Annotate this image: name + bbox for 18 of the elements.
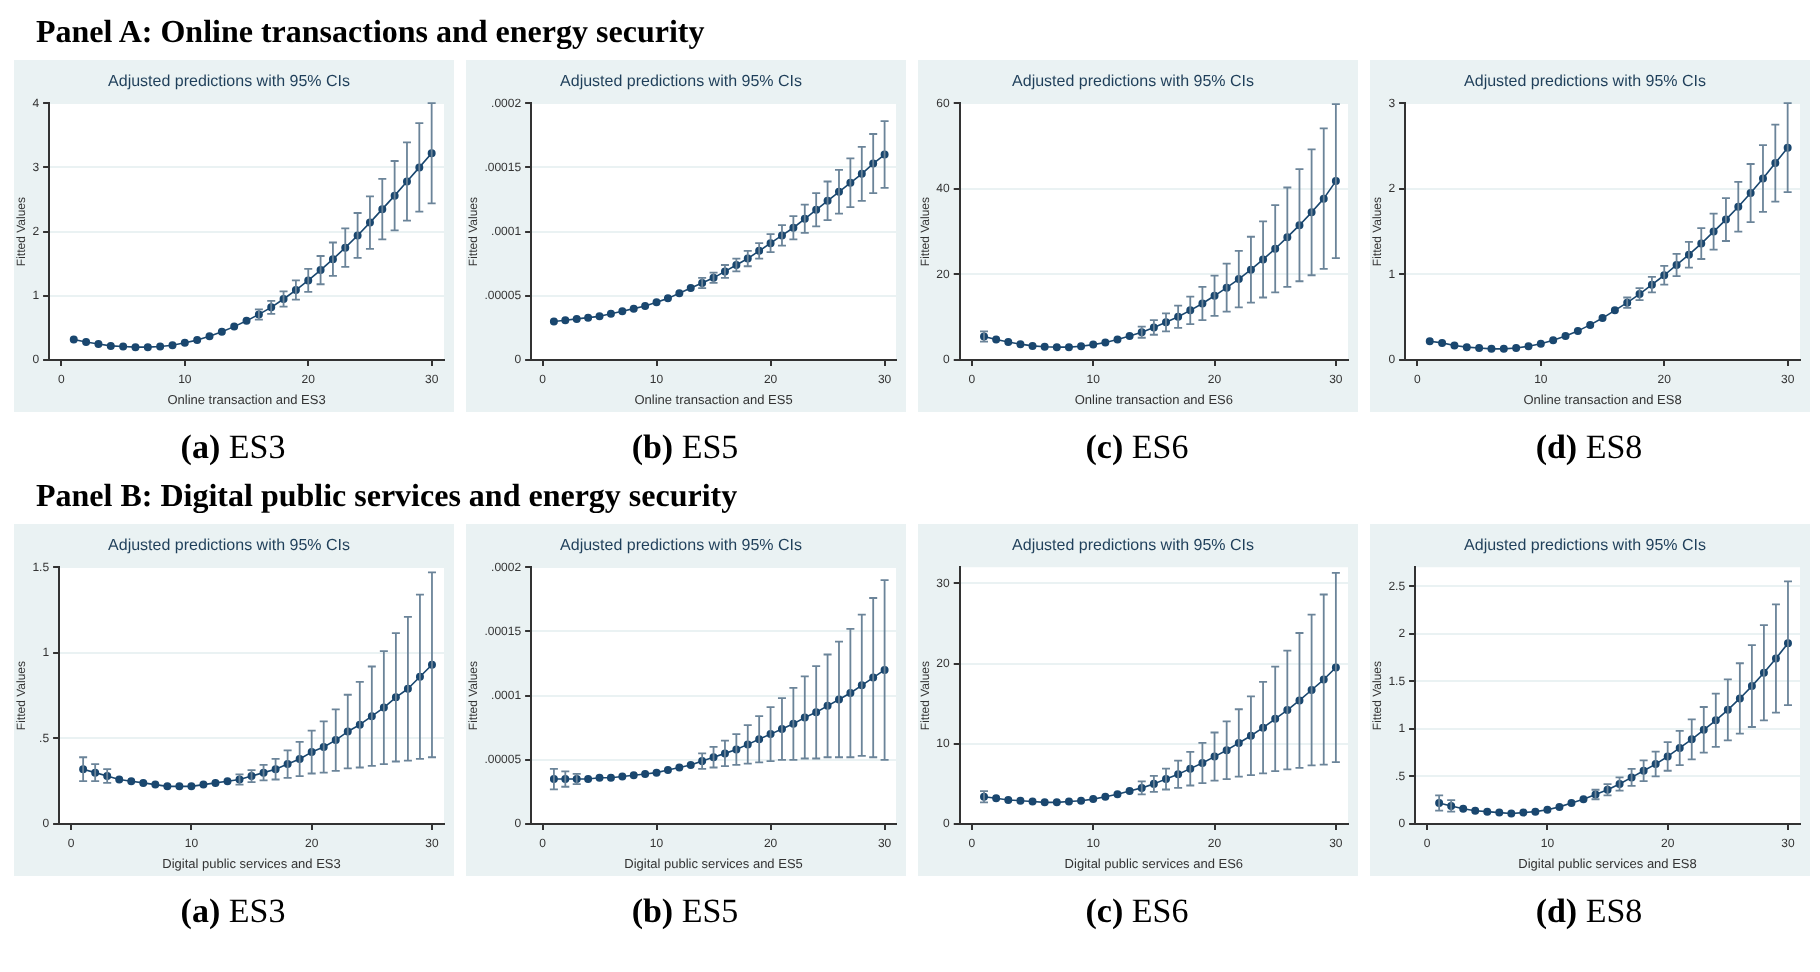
text: (b) ES5 [629, 426, 741, 470]
text: (d) ES8 [1533, 890, 1645, 934]
chart-title: Adjusted predictions with 95% CIs [1463, 72, 1705, 91]
chart-title: Adjusted predictions with 95% CIs [559, 536, 801, 555]
text: (a) ES3 [178, 890, 288, 934]
chart-title: Adjusted predictions with 95% CIs [107, 536, 349, 555]
text: (b) ES5 [629, 890, 741, 934]
text: (c) ES6 [1083, 426, 1191, 470]
text: (c) ES6 [1083, 890, 1191, 934]
text: (a) ES3 [178, 426, 288, 470]
text: (d) ES8 [1533, 426, 1645, 470]
text: Panel A: Online transactions and energy security [34, 14, 707, 54]
chart-title: Adjusted predictions with 95% CIs [1011, 536, 1253, 555]
text: Panel B: Digital public services and energy security [34, 478, 740, 518]
chart-title: Adjusted predictions with 95% CIs [1011, 72, 1253, 91]
chart-title: Adjusted predictions with 95% CIs [559, 72, 801, 91]
chart-title: Adjusted predictions with 95% CIs [1463, 536, 1705, 555]
chart-title: Adjusted predictions with 95% CIs [107, 72, 349, 91]
